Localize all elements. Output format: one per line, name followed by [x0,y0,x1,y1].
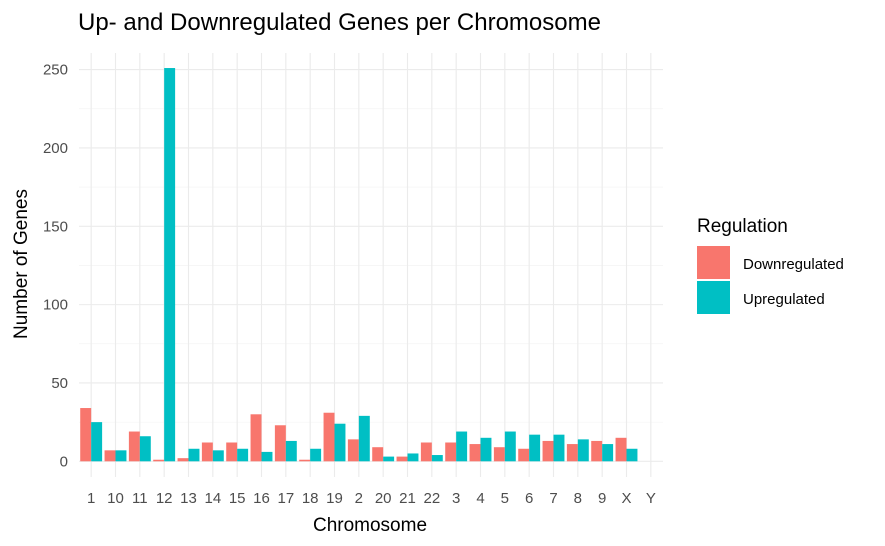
legend-swatch-upregulated [697,281,730,314]
legend-label-downregulated: Downregulated [743,256,844,273]
y-axis-ticks: 0 50 100 150 200 250 [43,62,68,471]
chart-title: Up- and Downregulated Genes per Chromoso… [78,9,601,36]
bar-downregulated-chr-20 [372,447,384,462]
x-tick-label: X [621,490,631,507]
bar-upregulated-chr-15 [237,448,249,462]
bar-downregulated-chr-14 [201,442,213,462]
bar-upregulated-chr-21 [407,453,419,462]
x-tick-label: 21 [399,490,416,507]
bar-downregulated-chr-5 [493,447,505,462]
bar-upregulated-chr-1 [91,422,103,462]
x-tick-label: 11 [132,490,148,507]
bar-downregulated-chr-10 [104,450,116,462]
x-tick-label: 20 [375,490,392,507]
bar-upregulated-chr-19 [334,423,346,462]
legend-label-upregulated: Upregulated [743,291,825,308]
bar-downregulated-chr-4 [469,444,481,462]
bar-downregulated-chr-17 [274,425,286,462]
x-tick-label: 18 [302,490,319,507]
x-tick-label: 3 [452,490,460,507]
bar-upregulated-chr-11 [139,436,151,462]
bar-upregulated-chr-2 [358,415,370,462]
bar-downregulated-chr-21 [396,456,408,462]
y-axis-title: Number of Genes [11,189,32,339]
bar-upregulated-chr-7 [553,434,565,462]
x-tick-label: 4 [476,490,484,507]
bar-downregulated-chr-X [615,437,627,462]
bar-downregulated-chr-3 [445,442,457,462]
y-tick-label: 200 [43,140,68,157]
bar-downregulated-chr-19 [323,412,335,462]
y-tick-label: 0 [60,453,68,470]
bar-upregulated-chr-10 [115,450,127,462]
x-tick-label: 9 [598,490,606,507]
bar-upregulated-chr-14 [212,450,224,462]
legend-title: Regulation [697,216,788,237]
grid [79,53,663,477]
y-tick-label: 150 [43,218,68,235]
bar-upregulated-chr-16 [261,451,273,462]
x-tick-label: 16 [253,490,270,507]
bar-upregulated-chr-4 [480,437,492,462]
bar-downregulated-chr-6 [518,448,530,462]
bar-upregulated-chr-13 [188,448,200,462]
bars [80,68,638,462]
bar-downregulated-chr-8 [566,444,578,462]
x-tick-label: 22 [423,490,440,507]
bar-downregulated-chr-9 [591,440,603,462]
bar-downregulated-chr-11 [128,431,140,462]
bar-upregulated-chr-8 [577,439,589,462]
bar-upregulated-chr-3 [456,431,468,462]
y-tick-label: 250 [43,62,68,79]
x-tick-label: 13 [180,490,197,507]
bar-downregulated-chr-12 [153,459,165,462]
bar-upregulated-chr-22 [431,455,443,462]
x-tick-label: 17 [277,490,294,507]
bar-downregulated-chr-1 [80,408,92,462]
bar-downregulated-chr-16 [250,414,262,462]
x-tick-label: 1 [87,490,95,507]
bar-upregulated-chr-X [626,448,638,462]
y-tick-label: 100 [43,297,68,314]
bar-downregulated-chr-13 [177,458,189,462]
x-tick-label: 2 [355,490,363,507]
bar-upregulated-chr-20 [383,456,395,462]
legend-items: Downregulated Upregulated [697,246,844,314]
x-tick-label: 15 [229,490,246,507]
bar-upregulated-chr-18 [310,448,322,462]
bar-upregulated-chr-5 [504,431,516,462]
x-tick-label: 12 [156,490,173,507]
x-tick-label: 5 [501,490,509,507]
x-tick-label: 8 [574,490,582,507]
legend-swatch-downregulated [697,246,730,279]
bar-upregulated-chr-12 [164,68,176,462]
x-axis-ticks: 1 10 11 12 13 14 15 16 17 18 19 2 20 21 22 3 4 5 6 7 8 9 X Y [87,490,656,507]
bar-downregulated-chr-2 [347,439,359,462]
x-tick-label: 6 [525,490,533,507]
x-axis-title: Chromosome [313,515,427,536]
x-tick-label: 19 [326,490,343,507]
x-tick-label: 7 [549,490,557,507]
bar-upregulated-chr-6 [529,434,541,462]
bar-upregulated-chr-17 [285,440,297,462]
y-tick-label: 50 [51,375,68,392]
x-tick-label: 14 [204,490,221,507]
legend: Regulation Downregulated Upregulated [697,216,844,314]
bar-downregulated-chr-15 [226,442,238,462]
x-tick-label: Y [646,490,656,507]
bar-downregulated-chr-22 [420,442,432,462]
x-tick-label: 10 [107,490,124,507]
bar-downregulated-chr-18 [299,459,311,462]
bar-downregulated-chr-7 [542,440,554,462]
bar-upregulated-chr-9 [602,444,614,462]
